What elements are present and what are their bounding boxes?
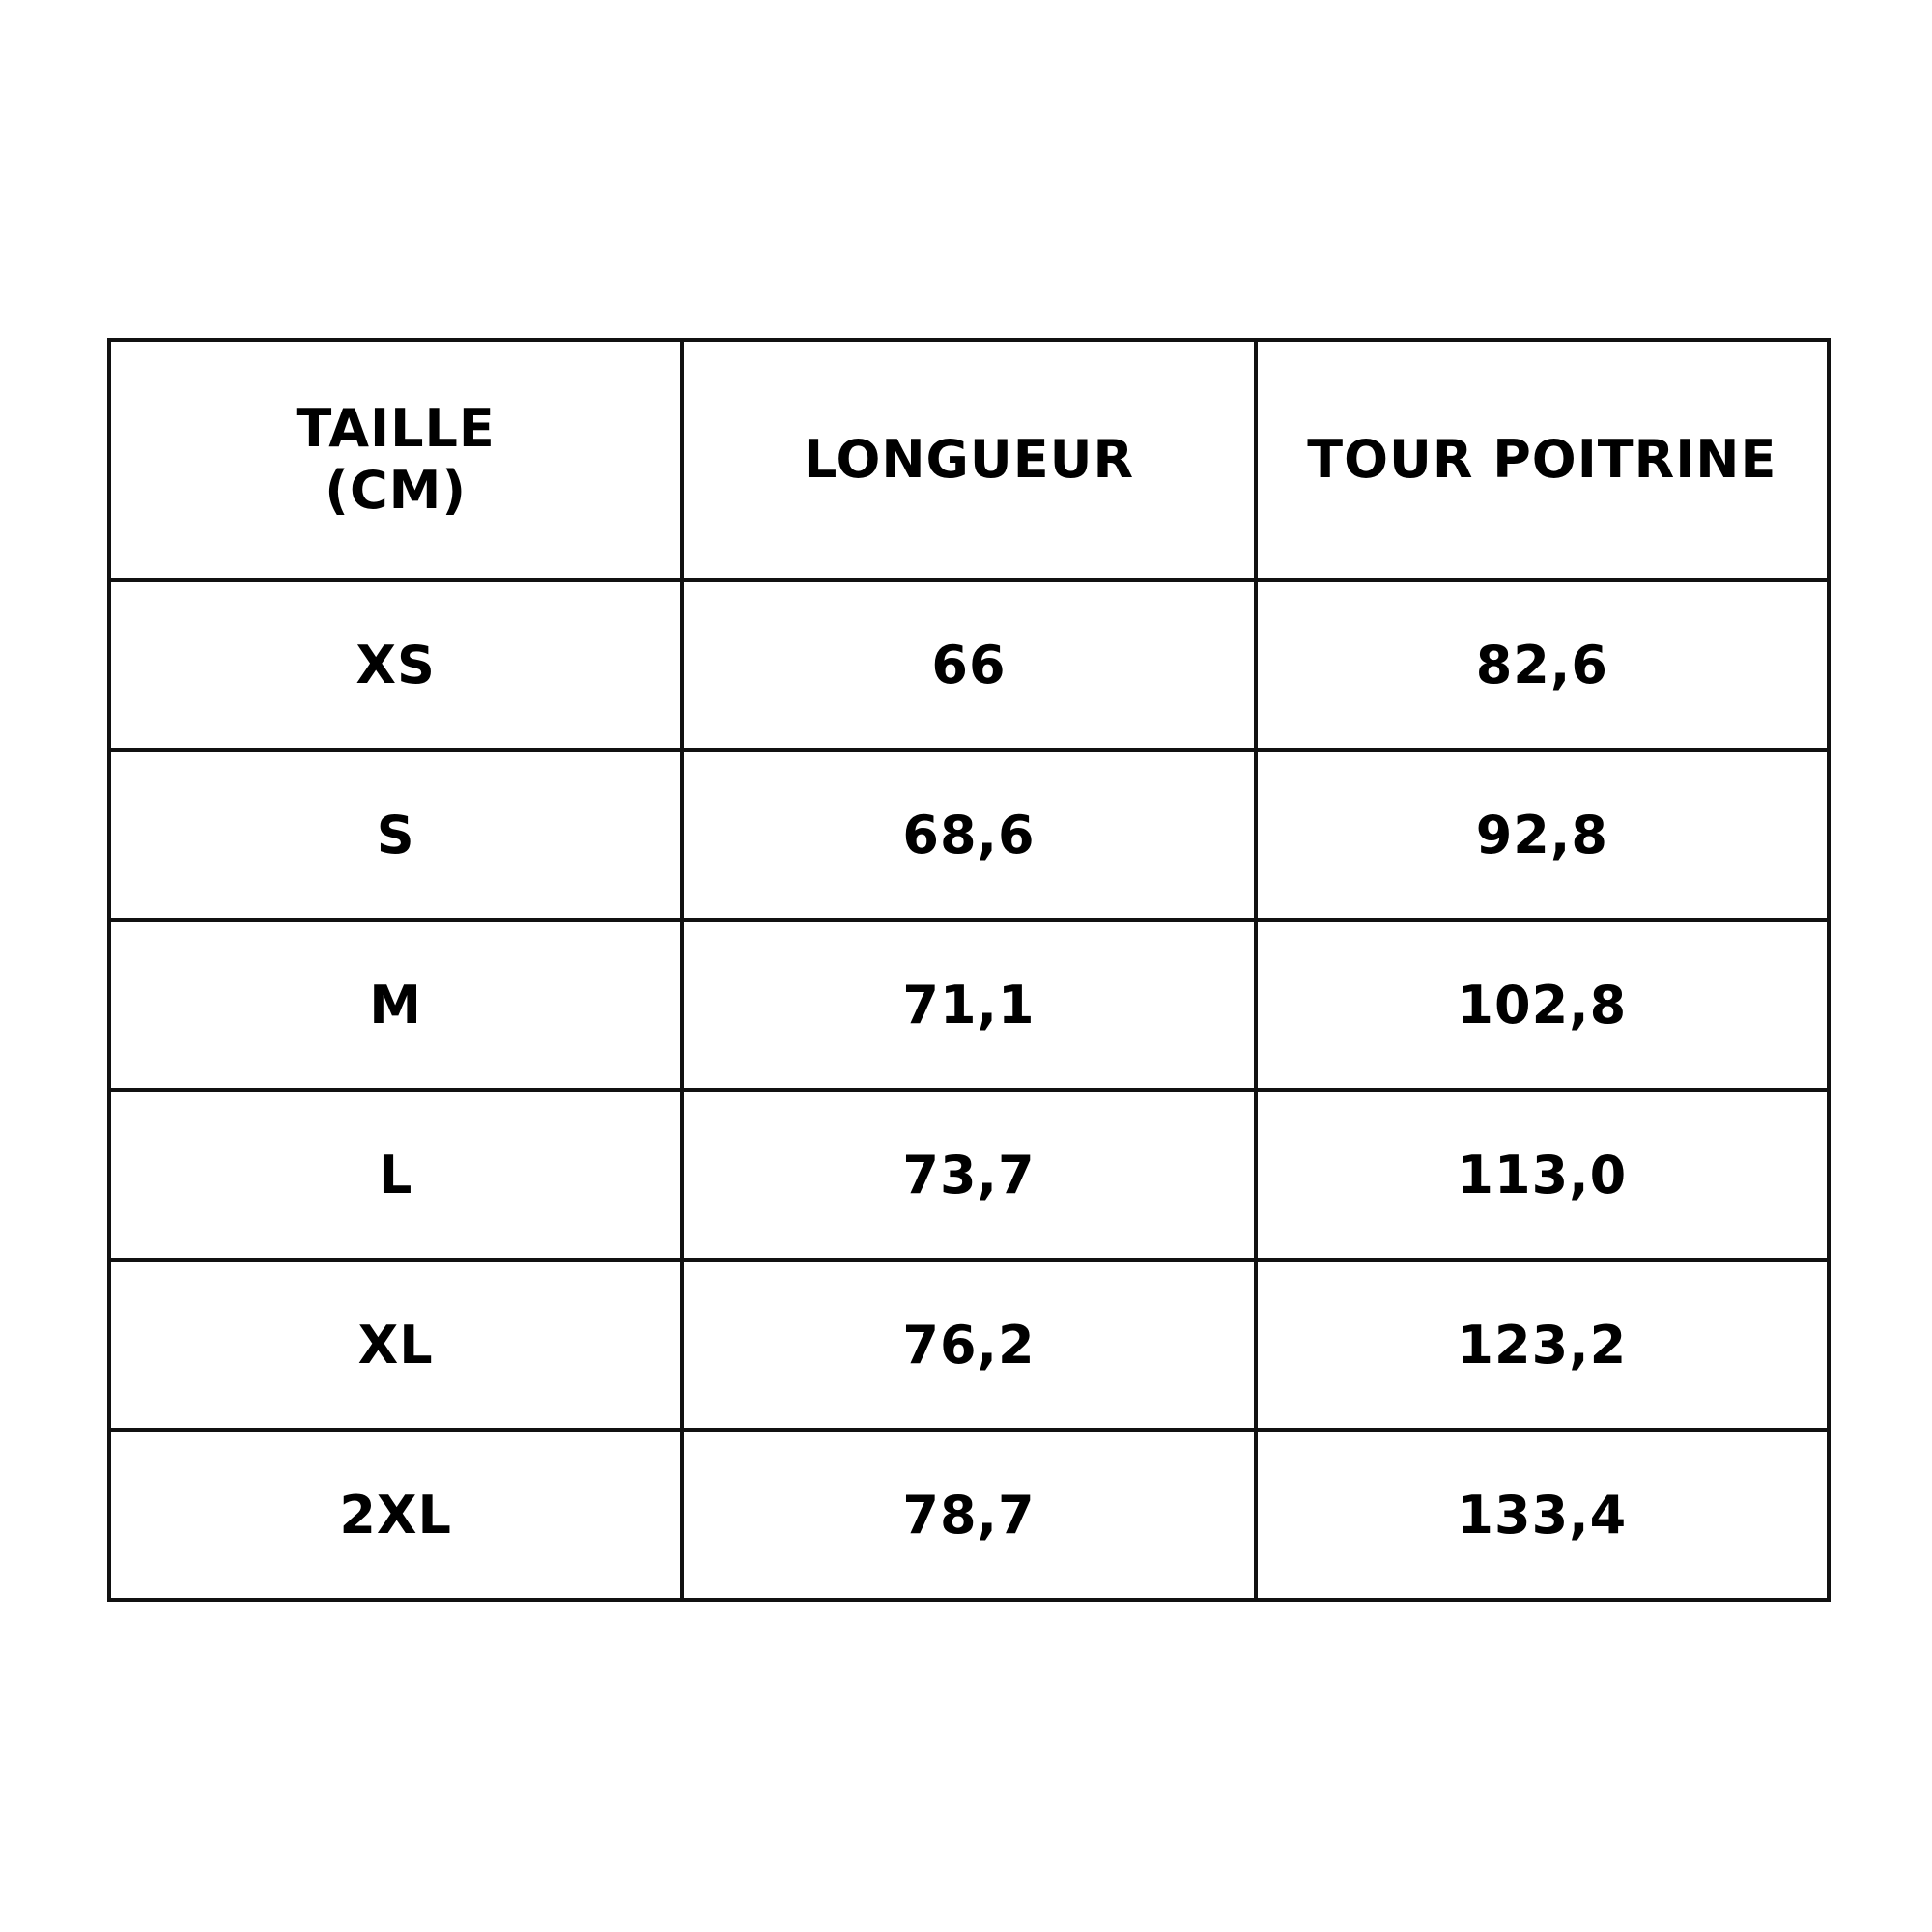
- header-taille: TAILLE (CM): [106, 338, 685, 582]
- size-cell: XL: [106, 1258, 685, 1432]
- table-row: L 73,7 113,0: [106, 1088, 1832, 1262]
- length-cell: 78,7: [680, 1428, 1258, 1602]
- table-row: 2XL 78,7 133,4: [106, 1428, 1832, 1602]
- size-cell: 2XL: [106, 1428, 685, 1602]
- table-row: XL 76,2 123,2: [106, 1258, 1832, 1432]
- chest-cell: 133,4: [1253, 1428, 1832, 1602]
- size-cell: M: [106, 918, 685, 1092]
- chest-cell: 113,0: [1253, 1088, 1832, 1262]
- size-cell: S: [106, 748, 685, 922]
- header-row: TAILLE (CM) LONGUEUR TOUR POITRINE: [106, 338, 1832, 582]
- table-row: XS 66 82,6: [106, 578, 1832, 752]
- header-line: TAILLE: [296, 398, 496, 459]
- header-line: TOUR POITRINE: [1307, 429, 1777, 490]
- header-longueur: LONGUEUR: [680, 338, 1258, 582]
- chest-cell: 102,8: [1253, 918, 1832, 1092]
- header-line: (CM): [325, 460, 468, 521]
- chest-cell: 123,2: [1253, 1258, 1832, 1432]
- length-cell: 71,1: [680, 918, 1258, 1092]
- header-tour-poitrine: TOUR POITRINE: [1253, 338, 1832, 582]
- header-line: LONGUEUR: [803, 429, 1135, 490]
- table-row: M 71,1 102,8: [106, 918, 1832, 1092]
- chest-cell: 82,6: [1253, 578, 1832, 752]
- chest-cell: 92,8: [1253, 748, 1832, 922]
- length-cell: 68,6: [680, 748, 1258, 922]
- table-row: S 68,6 92,8: [106, 748, 1832, 922]
- length-cell: 76,2: [680, 1258, 1258, 1432]
- length-cell: 66: [680, 578, 1258, 752]
- size-chart-table: TAILLE (CM) LONGUEUR TOUR POITRINE XS 66 8…: [106, 338, 1832, 1602]
- size-cell: L: [106, 1088, 685, 1262]
- size-cell: XS: [106, 578, 685, 752]
- length-cell: 73,7: [680, 1088, 1258, 1262]
